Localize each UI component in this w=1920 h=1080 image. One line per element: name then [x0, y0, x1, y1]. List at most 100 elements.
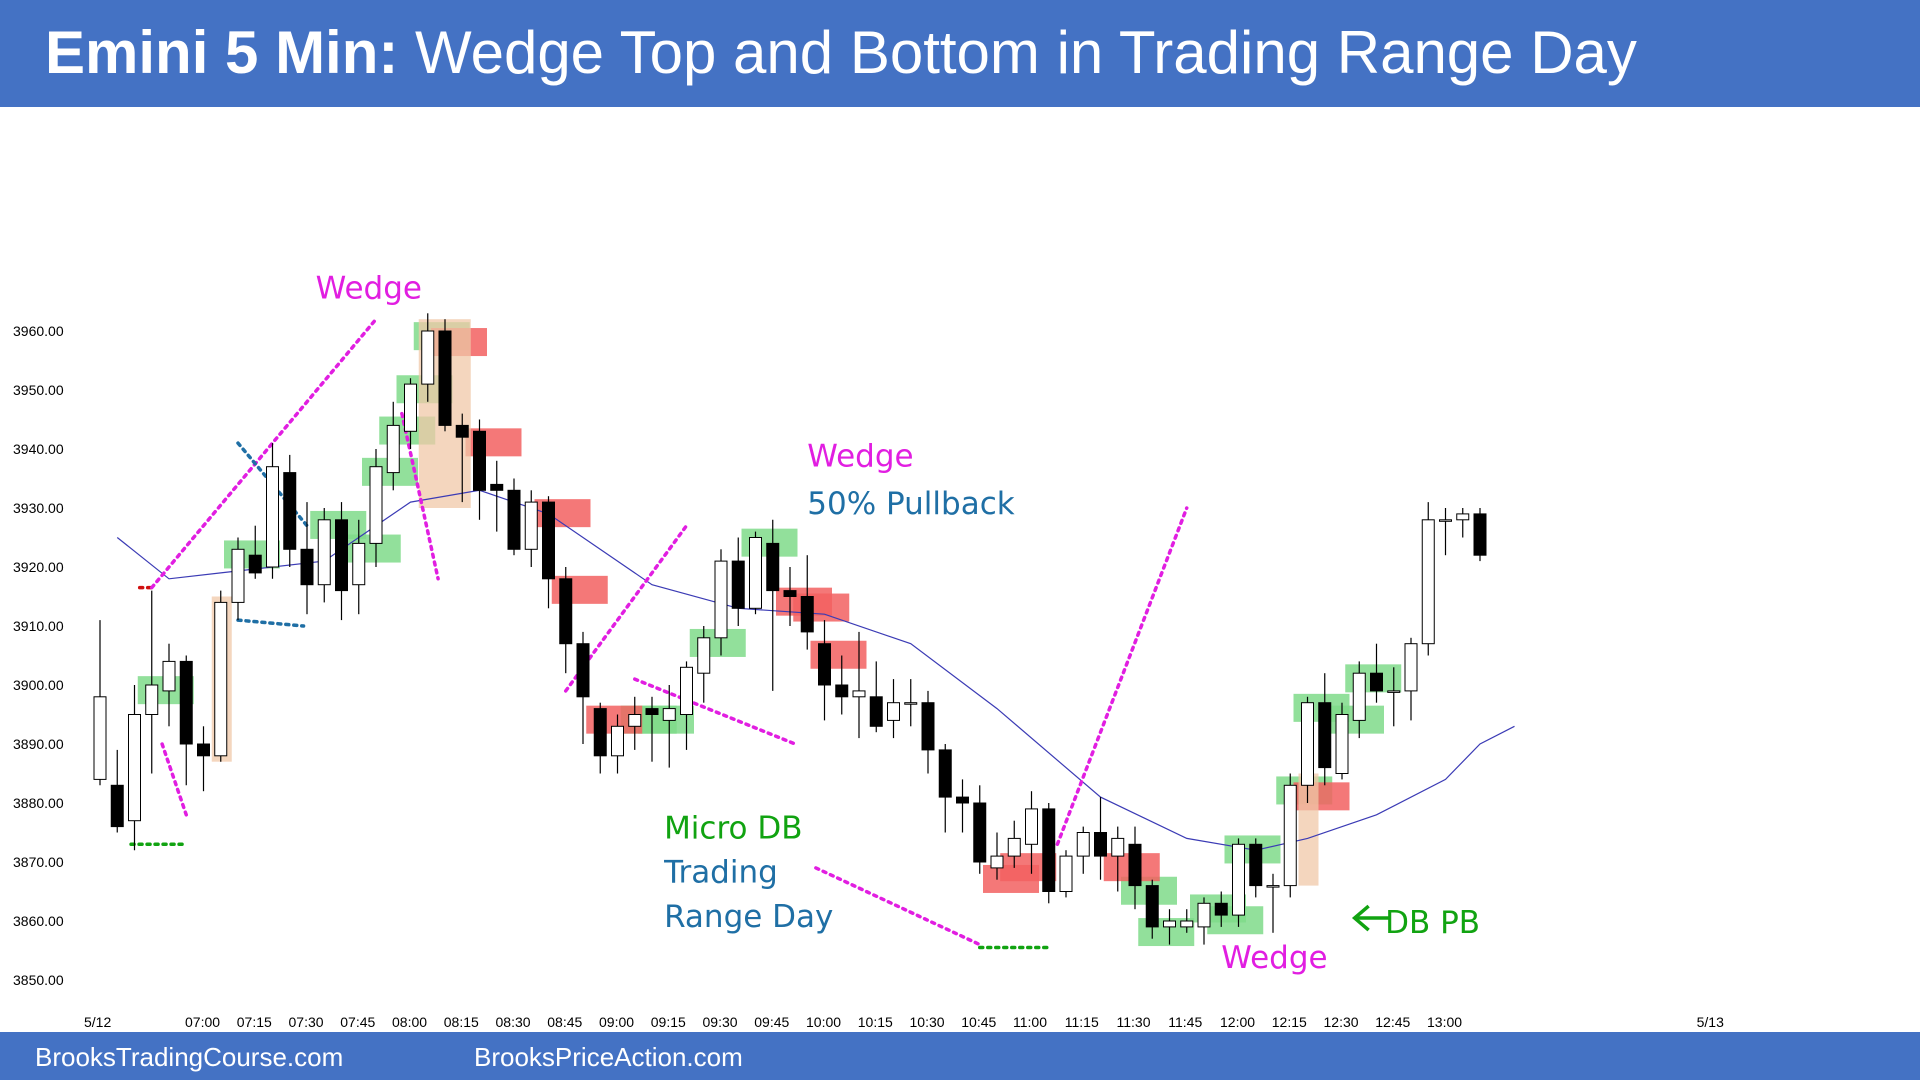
x-tick-label: 07:15 — [237, 1014, 272, 1030]
bear-candle — [783, 590, 797, 597]
bull-candle — [352, 542, 366, 586]
bear-candle — [473, 430, 486, 491]
bull-candle — [749, 537, 762, 609]
x-tick-label: 08:00 — [392, 1014, 427, 1030]
bull-candle — [128, 714, 141, 822]
candlestick-chart: 3960.00 3950.00 3940.00 3930.00 3920.00 3910.… — [13, 271, 1724, 1030]
x-tick-label: 10:15 — [858, 1014, 893, 1030]
bull-candle — [990, 855, 1004, 869]
bull-candle — [404, 383, 417, 432]
y-tick-label: 3910.00 — [13, 618, 64, 634]
y-axis: 3960.00 3950.00 3940.00 3930.00 3920.00 3910.… — [13, 323, 64, 988]
bull-candle — [162, 660, 176, 692]
candle-layer — [93, 313, 1487, 945]
y-tick-label: 3930.00 — [13, 500, 64, 516]
y-tick-label: 3950.00 — [13, 382, 64, 398]
bear-candle — [645, 708, 659, 715]
annotation-layer: Wedge Wedge 50% Pullback Micro DB Trading Ran… — [316, 271, 1480, 977]
bear-candle — [507, 489, 521, 550]
annotation-label: Wedge — [316, 271, 422, 307]
bear-candle — [335, 519, 348, 592]
x-tick-label: 08:45 — [547, 1014, 582, 1030]
annotation-label: DB PB — [1385, 905, 1480, 941]
bull-candle — [852, 690, 866, 698]
bear-candle — [973, 802, 987, 863]
brooks-price-action-link[interactable]: BrooksPriceAction.com — [474, 1042, 743, 1072]
y-tick-label: 3940.00 — [13, 441, 64, 457]
x-tick-label: 11:15 — [1065, 1014, 1099, 1030]
bear-candle — [938, 749, 952, 798]
bear-candle — [766, 542, 780, 592]
bull-candle — [1232, 843, 1245, 916]
bear-candle — [110, 784, 124, 828]
bull-candle — [1283, 784, 1297, 887]
bear-candle — [1145, 885, 1159, 928]
footer-bar: BrooksTradingCourse.com BrooksPriceActio… — [0, 1032, 1920, 1080]
bull-candle — [1111, 837, 1125, 857]
y-tick-label: 3850.00 — [13, 972, 64, 988]
x-tick-label: 09:15 — [651, 1014, 686, 1030]
y-tick-label: 3900.00 — [13, 677, 64, 693]
x-tick-label: 08:30 — [496, 1014, 531, 1030]
page-title: Emini 5 Min: Wedge Top and Bottom in Tra… — [45, 18, 1637, 87]
bull-candle — [524, 501, 538, 550]
bear-candle — [559, 578, 573, 645]
x-tick-label: 5/13 — [1697, 1014, 1724, 1030]
bull-candle — [887, 702, 900, 721]
bull-candle — [680, 666, 693, 715]
bull-candle — [1076, 832, 1090, 857]
bull-channel-line — [1055, 506, 1189, 847]
bull-candle — [714, 560, 728, 639]
bear-candle — [438, 330, 452, 426]
bull-candle — [1059, 855, 1073, 892]
x-tick-label: 07:45 — [340, 1014, 375, 1030]
bull-candle — [1335, 714, 1349, 774]
x-axis: 5/12 07:00 07:15 07:30 07:45 08:00 08:15 08:30 0… — [84, 1014, 1724, 1030]
bull-candle — [1352, 672, 1366, 721]
x-tick-label: 10:45 — [961, 1014, 996, 1030]
y-tick-label: 3890.00 — [13, 736, 64, 752]
bull-candle — [1266, 885, 1280, 888]
brooks-trading-course-link[interactable]: BrooksTradingCourse.com — [35, 1042, 344, 1072]
bull-candle — [904, 702, 918, 705]
bull-candle — [1301, 702, 1314, 786]
bull-candle — [1404, 643, 1418, 692]
bear-candle — [300, 548, 314, 586]
annotation-label: 50% Pullback — [807, 486, 1014, 522]
bear-candle — [921, 702, 935, 751]
x-tick-label: 11:30 — [1117, 1014, 1151, 1030]
bear-candle — [800, 596, 814, 633]
bull-candle — [1197, 902, 1211, 928]
bull-candle — [214, 601, 228, 757]
x-tick-label: 12:45 — [1375, 1014, 1410, 1030]
x-tick-label: 11:00 — [1013, 1014, 1047, 1030]
bear-candle — [248, 554, 262, 574]
bull-candle — [93, 696, 107, 780]
teal-dotted-line — [236, 618, 306, 628]
bull-candle — [1421, 519, 1435, 645]
bear-candle — [818, 643, 831, 686]
bear-candle — [576, 643, 590, 698]
title-banner: Emini 5 Min: Wedge Top and Bottom in Tra… — [0, 0, 1920, 107]
annotation-label: Range Day — [664, 899, 833, 935]
y-tick-label: 3920.00 — [13, 559, 64, 575]
x-tick-label: 13:00 — [1427, 1014, 1462, 1030]
x-tick-label: 09:00 — [599, 1014, 634, 1030]
spike-background-box — [1298, 773, 1319, 886]
x-tick-label: 07:00 — [185, 1014, 220, 1030]
bear-candle — [731, 560, 745, 609]
bull-candle — [662, 708, 676, 721]
y-tick-label: 3960.00 — [13, 323, 64, 339]
annotation-label: Wedge — [807, 439, 913, 475]
bear-candle — [542, 501, 555, 580]
bull-candle — [1180, 920, 1194, 928]
arrow-head — [1351, 904, 1370, 932]
x-tick-label: 5/12 — [84, 1014, 111, 1030]
bear-candle — [1473, 513, 1487, 556]
magenta-dotted-line — [400, 411, 440, 581]
x-tick-label: 10:00 — [806, 1014, 841, 1030]
bull-candle — [611, 725, 624, 757]
bear-candle — [283, 472, 297, 550]
annotation-label: Wedge — [1221, 940, 1327, 976]
bear-candle — [1214, 902, 1228, 916]
